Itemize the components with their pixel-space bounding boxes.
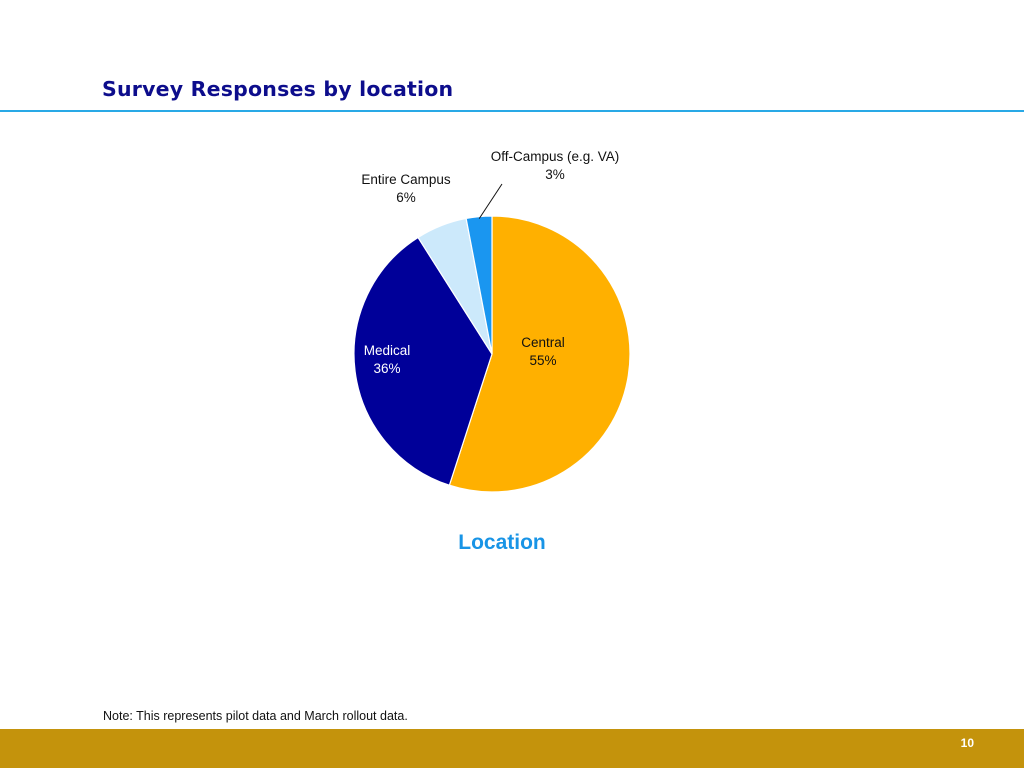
slide-title: Survey Responses by location [102, 77, 454, 101]
title-divider [0, 110, 1024, 112]
slice-label-entire-campus: Entire Campus [361, 172, 451, 187]
slice-label-medical: Medical [364, 343, 411, 358]
pie-slice-central [448, 215, 631, 493]
pie-slice-medical [353, 236, 493, 487]
slice-percent-entire-campus: 6% [396, 190, 416, 205]
pie-slice-off-campus-e-g-va [465, 215, 493, 355]
slice-label-central: Central [521, 335, 565, 350]
slice-label-off-campus-e-g-va: Off-Campus (e.g. VA) [491, 149, 620, 164]
slice-percent-off-campus-e-g-va: 3% [545, 167, 565, 182]
slice-percent-central: 55% [529, 353, 556, 368]
footnote: Note: This represents pilot data and Mar… [103, 709, 408, 723]
slice-percent-medical: 36% [373, 361, 400, 376]
leader-line-off-campus-e-g-va [478, 183, 503, 219]
chart-caption: Location [458, 531, 546, 554]
footer-bar: 10 [0, 729, 1024, 768]
page-number: 10 [960, 736, 974, 750]
